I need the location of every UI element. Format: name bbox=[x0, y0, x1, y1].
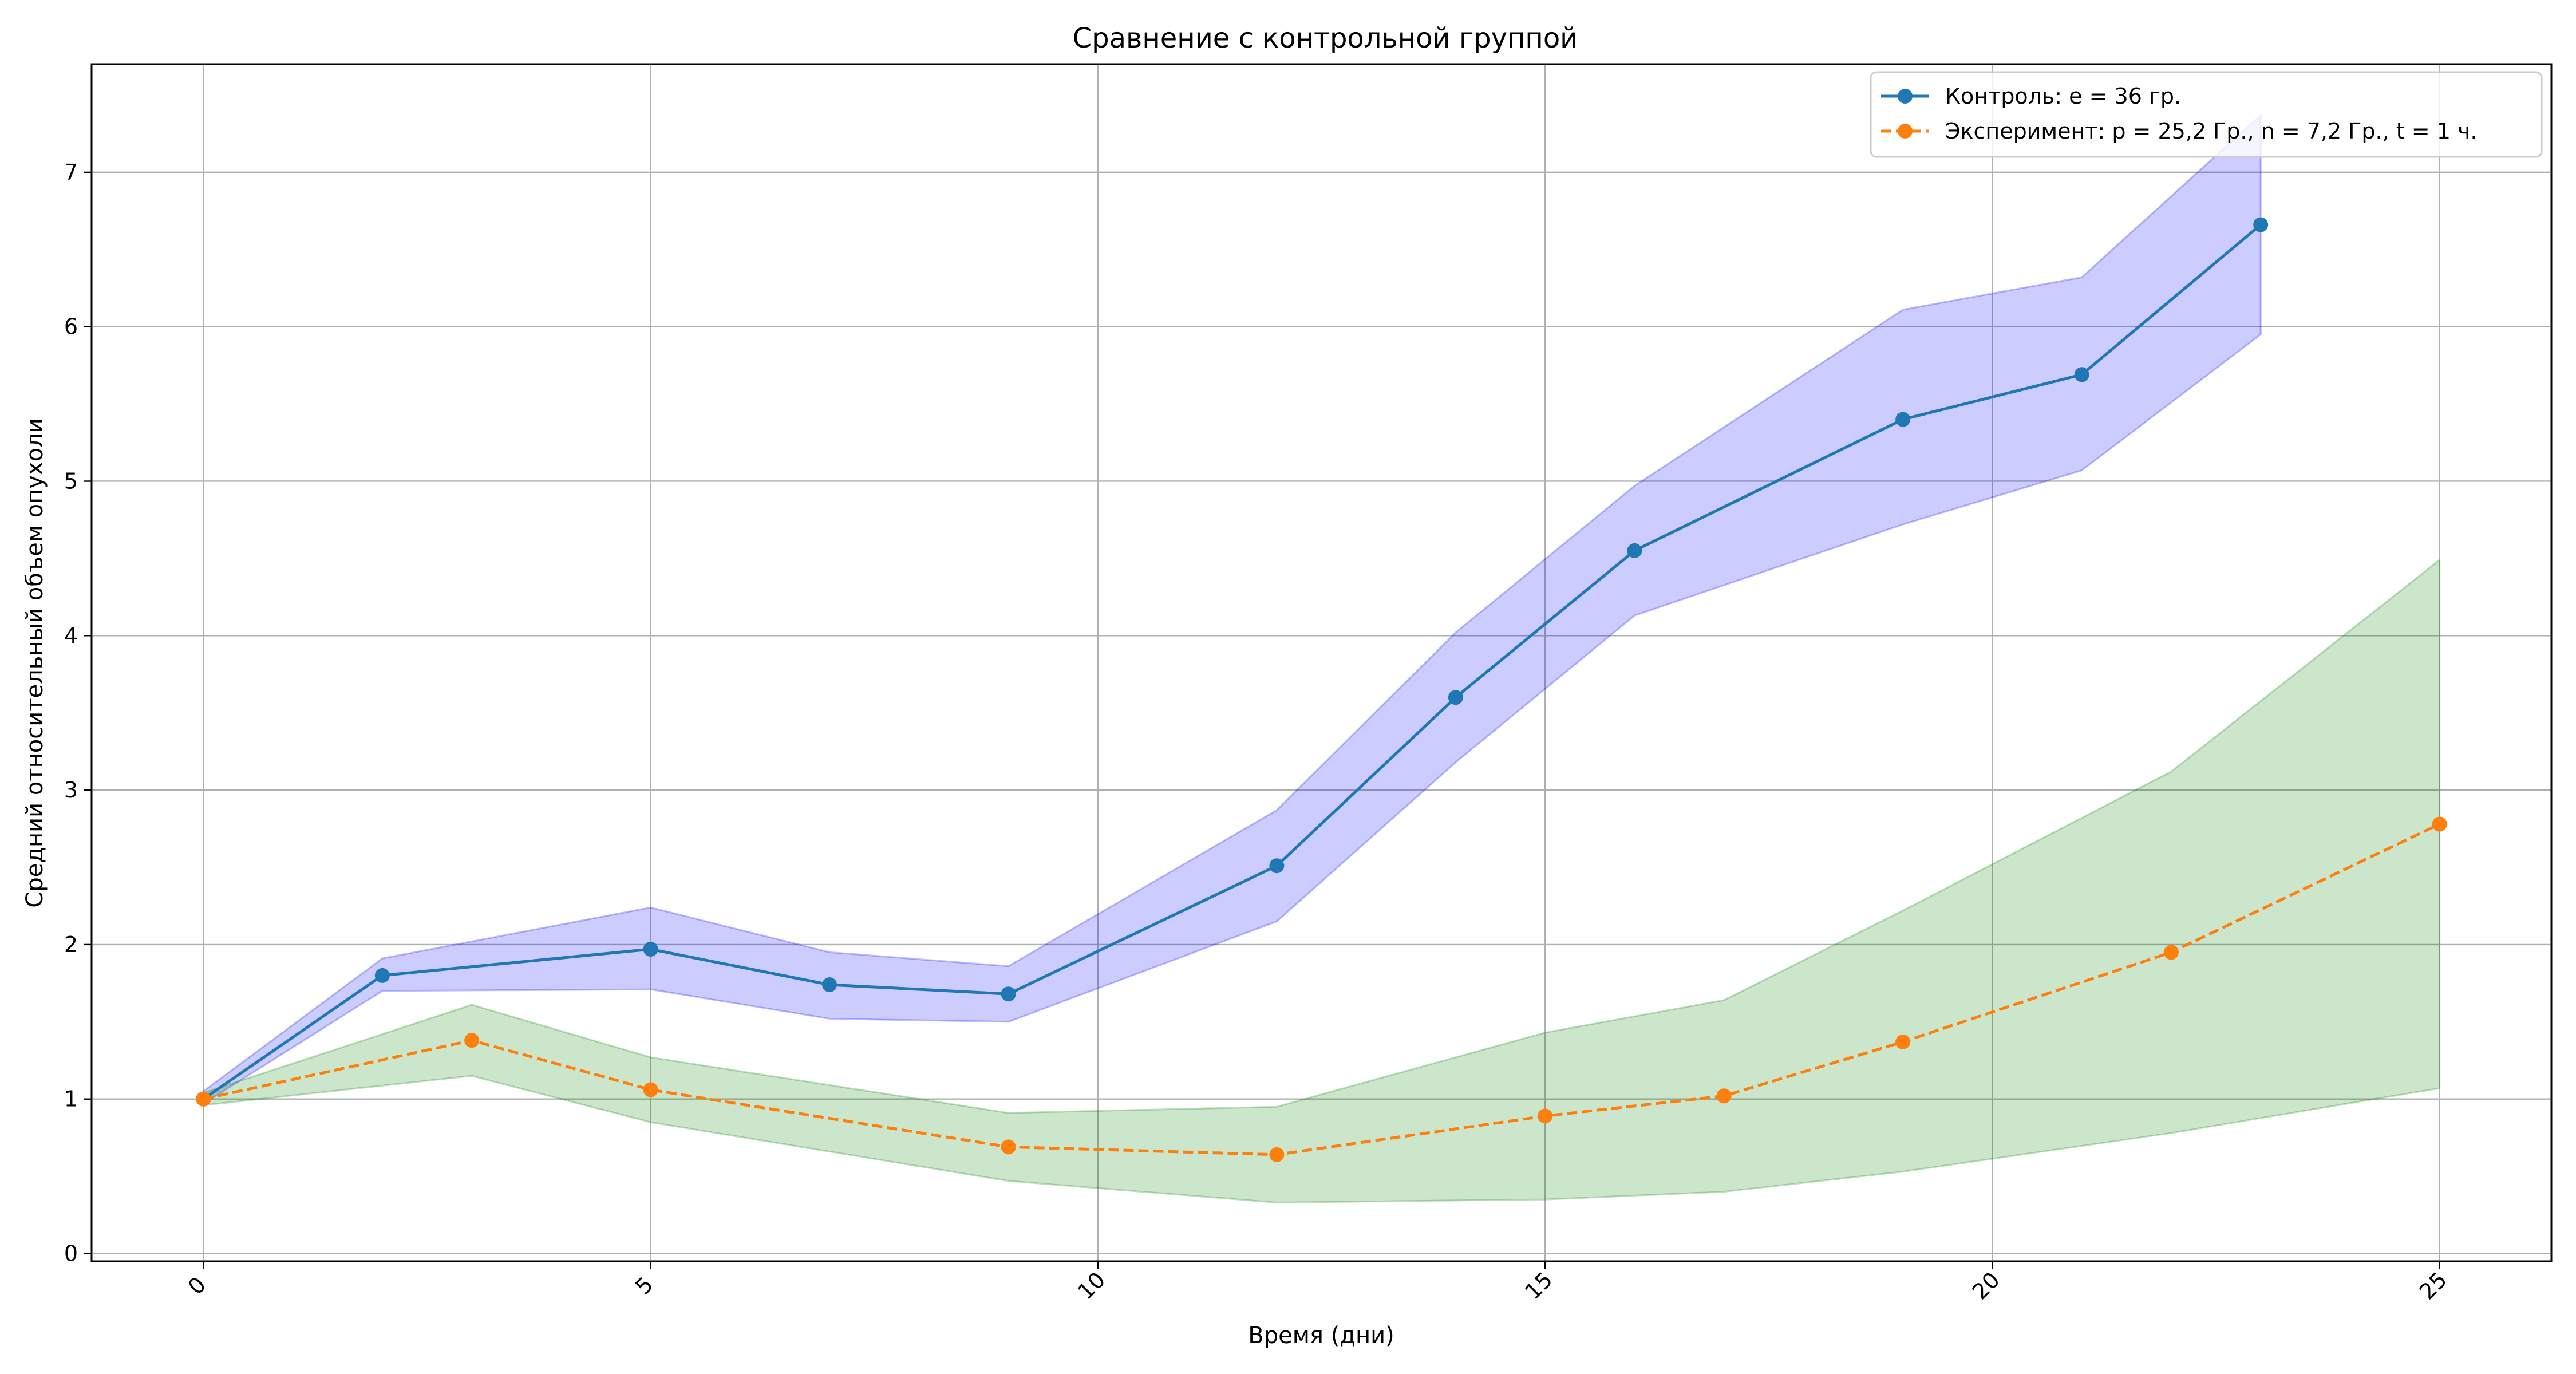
legend: Контроль: e = 36 гр. Эксперимент: p = 25,… bbox=[1870, 71, 2543, 158]
series-1-point bbox=[1895, 412, 1911, 427]
series-1-point bbox=[374, 968, 390, 983]
series-2-point bbox=[2163, 945, 2179, 960]
series-1-point bbox=[2253, 217, 2269, 232]
series-line-2 bbox=[203, 823, 2440, 1156]
y-tick-label: 5 bbox=[64, 468, 78, 493]
series-2-point bbox=[1538, 1108, 1553, 1124]
confidence-band-2 bbox=[202, 558, 2441, 1203]
series-2-point bbox=[2432, 816, 2447, 832]
legend-marker-1 bbox=[1898, 89, 1913, 104]
y-tick-label: 0 bbox=[64, 1241, 78, 1266]
legend-label-1: Контроль: e = 36 гр. bbox=[1945, 84, 2181, 109]
series-2-point bbox=[1269, 1147, 1285, 1162]
confidence-bands bbox=[202, 113, 2441, 1203]
series-1-point bbox=[1001, 986, 1016, 1002]
legend-box bbox=[1870, 71, 2543, 158]
series-1-point bbox=[1448, 690, 1463, 705]
series-2-point bbox=[643, 1082, 658, 1097]
series-1-point bbox=[1269, 858, 1285, 874]
series-1-point bbox=[1627, 543, 1642, 558]
series-1-point bbox=[643, 941, 658, 957]
y-tick-label: 2 bbox=[64, 932, 78, 957]
x-axis-label: Время (дни) bbox=[1248, 1322, 1394, 1349]
confidence-band-1 bbox=[202, 113, 2262, 1105]
plot-frame bbox=[90, 63, 2553, 1262]
grid-layer bbox=[92, 64, 2551, 1261]
y-tick-label: 6 bbox=[64, 314, 78, 339]
series-2-point bbox=[1001, 1139, 1016, 1155]
y-tick-label: 3 bbox=[64, 777, 78, 803]
series-2-point bbox=[1716, 1088, 1732, 1104]
y-tick-label: 1 bbox=[64, 1087, 78, 1112]
series-2-point bbox=[196, 1091, 211, 1107]
y-axis-label: Средний относительный объем опухоли bbox=[22, 418, 48, 907]
y-tick-label: 7 bbox=[64, 160, 78, 185]
series-2-point bbox=[1895, 1034, 1911, 1049]
legend-label-2: Эксперимент: p = 25,2 Гр., n = 7,2 Гр., … bbox=[1945, 119, 2477, 144]
series-layer bbox=[196, 217, 2447, 1162]
series-1-point bbox=[822, 977, 837, 993]
series-2-point bbox=[464, 1033, 480, 1048]
series-1-point bbox=[2074, 367, 2089, 382]
legend-marker-2 bbox=[1898, 124, 1913, 139]
y-tick-label: 4 bbox=[64, 623, 78, 648]
chart-title: Сравнение с контрольной группой bbox=[1073, 22, 1578, 54]
